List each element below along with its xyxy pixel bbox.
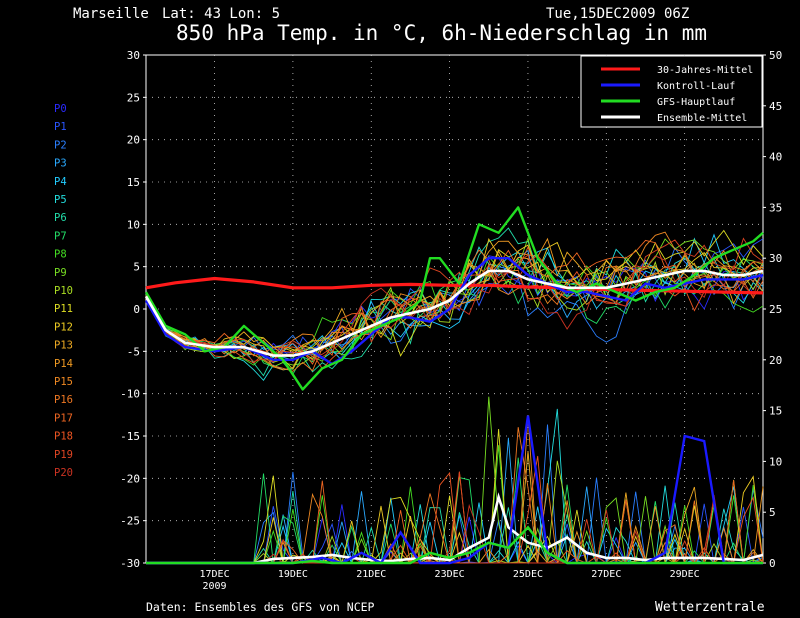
header-run: Tue,15DEC2009 06Z: [546, 6, 689, 22]
x-tick-label: 25DEC: [513, 569, 543, 580]
y-right-tick-label: 10: [769, 455, 782, 468]
member-label-p14: P14: [54, 358, 73, 370]
main-series-lines: [144, 206, 764, 565]
y-right-tick-label: 35: [769, 201, 782, 214]
member-label-p17: P17: [54, 412, 73, 424]
x-tick-label: 19DEC: [278, 569, 308, 580]
y-left-tick-label: 10: [127, 218, 140, 231]
x-tick-label: 17DEC: [200, 569, 230, 580]
member-label-p3: P3: [54, 158, 67, 170]
precip-line-gfs-hauptlauf: [146, 525, 763, 565]
y-right-tick-label: 25: [769, 303, 782, 316]
y-right-tick-label: 45: [769, 100, 782, 113]
left-axis: -30 -25 -20 -15 -10 -5 0 5 10 15 20 25 30: [120, 49, 146, 570]
right-axis: 0 5 10 15 20 25 30 35 40 45 50: [763, 49, 782, 570]
y-left-tick-label: 0: [133, 303, 140, 316]
legend: 30-Jahres-Mittel Kontroll-Lauf GFS-Hauptla…: [580, 55, 763, 128]
x-tick-label: 23DEC: [435, 569, 465, 580]
x-tick-label: 29DEC: [670, 569, 700, 580]
member-label-p20: P20: [54, 467, 73, 479]
y-left-tick-label: -15: [120, 430, 140, 443]
x-tick-label: 27DEC: [591, 569, 621, 580]
legend-label-control: Kontroll-Lauf: [657, 81, 735, 92]
y-left-tick-label: 30: [127, 49, 140, 62]
legend-label-mean: Ensemble-Mittel: [657, 113, 747, 124]
legend-label-climate: 30-Jahres-Mittel: [657, 65, 753, 76]
y-left-tick-label: 15: [127, 176, 140, 189]
y-left-tick-label: -20: [120, 472, 140, 485]
y-right-tick-label: 15: [769, 405, 782, 418]
member-label-p18: P18: [54, 431, 73, 443]
temp-line-gfs-hauptlauf: [144, 206, 764, 391]
member-temp-line-p10: [145, 255, 764, 370]
temp-line-kontroll-lauf: [144, 257, 764, 366]
y-left-tick-label: -30: [120, 557, 140, 570]
member-label-p4: P4: [54, 176, 67, 188]
y-right-tick-label: 5: [769, 506, 776, 519]
member-label-p19: P19: [54, 449, 73, 461]
member-list: P0 P1 P2 P3 P4 P5 P6 P7 P8 P9 P10 P11 P12 P13 P14 P15 P1…: [54, 103, 73, 479]
y-right-tick-label: 50: [769, 49, 782, 62]
member-label-p1: P1: [54, 121, 67, 133]
member-label-p0: P0: [54, 103, 67, 115]
legend-label-main: GFS-Hauptlauf: [657, 97, 735, 108]
member-temp-line-p20: [145, 255, 764, 363]
member-label-p11: P11: [54, 303, 73, 315]
y-right-tick-label: 20: [769, 354, 782, 367]
header-coords: Lat: 43 Lon: 5: [162, 6, 280, 22]
y-left-tick-label: -25: [120, 515, 140, 528]
member-label-p12: P12: [54, 321, 73, 333]
member-label-p2: P2: [54, 139, 67, 151]
footer-brand: Wetterzentrale: [655, 600, 765, 615]
y-right-tick-label: 30: [769, 252, 782, 265]
x-tick-label: 21DEC: [356, 569, 386, 580]
member-label-p7: P7: [54, 230, 67, 242]
y-left-tick-label: -5: [127, 345, 140, 358]
member-label-p5: P5: [54, 194, 67, 206]
member-label-p13: P13: [54, 340, 73, 352]
footer-source: Daten: Ensembles des GFS von NCEP: [146, 600, 375, 614]
chart-title: 850 hPa Temp. in °C, 6h-Niederschlag in …: [176, 21, 707, 45]
y-left-tick-label: -10: [120, 388, 140, 401]
x-tick-sublabel: 2009: [203, 581, 227, 592]
y-left-tick-label: 25: [127, 91, 140, 104]
y-right-tick-label: 0: [769, 557, 776, 570]
temp-line-ensemble-mittel: [144, 269, 764, 357]
y-right-tick-label: 40: [769, 151, 782, 164]
grid-lines: [146, 55, 763, 563]
y-left-tick-label: 5: [133, 261, 140, 274]
header-location: Marseille: [73, 6, 149, 22]
member-label-p16: P16: [54, 394, 73, 406]
member-label-p8: P8: [54, 249, 67, 261]
precip-line-ensemble-mittel: [146, 492, 764, 565]
member-label-p10: P10: [54, 285, 73, 297]
member-label-p15: P15: [54, 376, 73, 388]
member-label-p6: P6: [54, 212, 67, 224]
member-temp-line-p13: [145, 249, 764, 356]
y-left-tick-label: 20: [127, 134, 140, 147]
member-label-p9: P9: [54, 267, 67, 279]
